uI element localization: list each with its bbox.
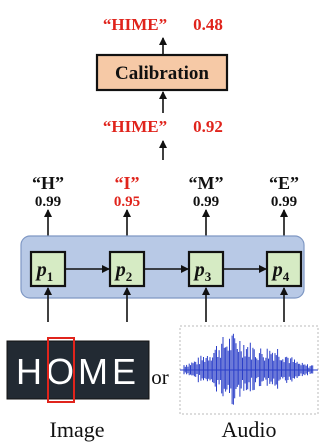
node-label-base: p: [35, 259, 47, 281]
node-label: p2: [114, 259, 133, 284]
word-image: HOME: [6, 337, 150, 403]
node-label-subscript: 2: [126, 269, 133, 284]
node-label-subscript: 1: [47, 269, 54, 284]
node-box: [29, 250, 67, 288]
calibrated-word: “HIME”: [103, 15, 167, 34]
char-score: 0.99: [35, 194, 61, 210]
char-prediction: “E”: [269, 173, 299, 193]
char-score: 0.99: [271, 194, 297, 210]
node-label-subscript: 3: [205, 269, 212, 284]
char-score: 0.99: [193, 194, 219, 210]
or-label: or: [151, 365, 169, 389]
audio-waveform: [179, 325, 319, 415]
char-prediction: “M”: [189, 173, 224, 193]
node-label-subscript: 4: [283, 269, 290, 284]
image-label: Image: [50, 417, 105, 442]
char-highlight-box: [47, 337, 75, 403]
node-box: [265, 250, 303, 288]
word-image-text: HOME: [16, 351, 140, 392]
node-label: p1: [35, 259, 54, 284]
node-label: p3: [193, 259, 212, 284]
node-label-base: p: [114, 259, 126, 281]
model-panel: [20, 235, 305, 299]
node-label: p4: [271, 259, 290, 284]
char-prediction: “H”: [32, 173, 64, 193]
word-score: 0.92: [193, 117, 223, 136]
node-label-base: p: [271, 259, 283, 281]
calibrated-score: 0.48: [193, 15, 223, 34]
calibration-label: Calibration: [115, 63, 209, 84]
calibration-box: [95, 53, 229, 92]
char-score: 0.95: [114, 194, 140, 210]
audio-label: Audio: [222, 417, 277, 442]
word-prediction: “HIME”: [103, 117, 167, 136]
char-prediction: “I”: [114, 173, 139, 193]
node-label-base: p: [193, 259, 205, 281]
